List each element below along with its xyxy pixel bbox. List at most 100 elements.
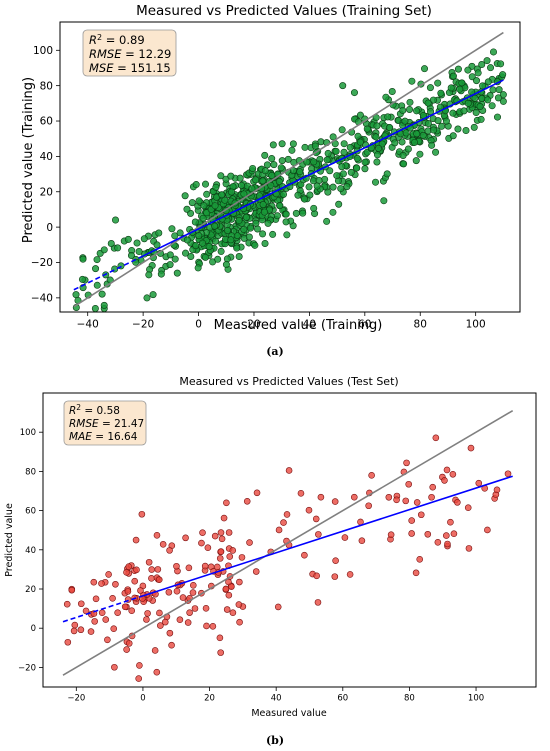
scatter-point — [212, 183, 220, 191]
scatter-point — [280, 519, 287, 526]
scatter-point — [157, 622, 164, 629]
scatter-point — [497, 60, 505, 68]
scatter-point — [321, 175, 329, 183]
scatter-point — [240, 190, 248, 198]
scatter-point — [493, 113, 501, 121]
scatter-point — [124, 235, 132, 243]
scatter-point — [64, 638, 72, 646]
scatter-point — [447, 84, 455, 92]
scatter-point — [161, 618, 169, 626]
scatter-point — [323, 217, 331, 225]
scatter-point — [329, 183, 337, 191]
scatter-point — [341, 534, 349, 541]
fit-line — [142, 475, 513, 597]
scatter-point — [173, 562, 180, 570]
scatter-point — [454, 125, 462, 133]
scatter-point — [200, 202, 208, 210]
scatter-point — [218, 191, 226, 199]
scatter-point — [63, 600, 71, 608]
scatter-point — [454, 499, 461, 506]
scatter-point — [338, 163, 346, 171]
scatter-point — [125, 640, 133, 647]
scatter-point — [185, 564, 193, 572]
scatter-point — [203, 622, 210, 630]
scatter-point — [447, 518, 454, 526]
scatter-point — [350, 89, 358, 97]
scatter-point — [198, 539, 205, 547]
scatter-point — [104, 636, 111, 644]
svg-text:MAE = 16.64: MAE = 16.64 — [69, 431, 138, 443]
scatter-point — [253, 225, 261, 233]
scatter-point — [406, 105, 414, 113]
scatter-point — [464, 504, 472, 511]
scatter-point — [233, 244, 241, 252]
scatter-point — [337, 185, 345, 193]
scatter-point — [411, 138, 419, 146]
scatter-point — [372, 178, 380, 186]
scatter-point — [487, 64, 495, 72]
scatter-point — [268, 155, 276, 163]
scatter-point — [356, 138, 364, 146]
scatter-point — [474, 69, 482, 77]
stats-box: R2 = 0.89 RMSE = 12.29 MSE = 151.15 — [82, 29, 177, 77]
scatter-point — [191, 218, 199, 226]
scatter-point — [382, 93, 390, 101]
scatter-point — [248, 185, 256, 193]
scatter-point — [416, 556, 424, 563]
svg-text:MSE = 151.15: MSE = 151.15 — [89, 61, 171, 75]
scatter-point — [413, 499, 421, 506]
y-tick-label: 80 — [25, 467, 36, 477]
scatter-point — [223, 499, 230, 507]
scatter-point — [346, 571, 354, 578]
scatter-point — [221, 196, 229, 204]
scatter-point — [326, 167, 334, 175]
scatter-point — [128, 607, 136, 615]
scatter-point — [412, 157, 420, 165]
scatter-point — [132, 536, 140, 544]
scatter-point — [201, 253, 209, 261]
scatter-point — [353, 164, 361, 172]
scatter-point — [138, 510, 146, 518]
scatter-point — [402, 497, 410, 505]
scatter-point — [189, 589, 197, 596]
scatter-point — [489, 48, 497, 56]
svg-text:R2 = 0.58: R2 = 0.58 — [69, 403, 120, 418]
scatter-point — [261, 151, 269, 159]
scatter-point — [332, 557, 339, 564]
scatter-point — [429, 96, 437, 104]
scatter-point — [331, 573, 339, 580]
stat-mae-label: MAE — [69, 431, 92, 443]
scatter-point — [504, 470, 512, 478]
scatter-point — [259, 230, 267, 238]
scatter-point — [186, 609, 193, 616]
scatter-point — [393, 496, 400, 504]
scatter-point — [228, 188, 236, 196]
y-tick-label: −20 — [31, 257, 53, 269]
chart-title: Measured vs Predicted Values (Training S… — [136, 3, 432, 19]
scatter-point — [449, 470, 457, 478]
scatter-point — [424, 120, 432, 128]
y-tick-label: 60 — [40, 116, 53, 128]
y-tick-label: 20 — [40, 186, 53, 198]
scatter-point — [168, 641, 175, 649]
scatter-point — [292, 209, 300, 217]
scatter-point — [391, 139, 399, 147]
scatter-point — [340, 148, 348, 156]
scatter-point — [339, 82, 347, 90]
x-tick-label: 100 — [468, 694, 484, 704]
fit-line-dashed — [62, 595, 144, 623]
scatter-point — [432, 434, 440, 442]
scatter-point — [273, 212, 281, 220]
scatter-point — [112, 580, 119, 588]
scatter-point — [493, 486, 501, 494]
scatter-point — [182, 534, 189, 542]
scatter-point — [70, 627, 78, 635]
panel-caption: (b) — [266, 734, 284, 747]
scatter-point — [143, 616, 150, 623]
scatter-point — [189, 581, 197, 589]
scatter-point — [283, 511, 291, 518]
scatter-point — [270, 161, 278, 169]
scatter-point — [484, 78, 492, 86]
scatter-point — [168, 225, 176, 233]
scatter-point — [98, 609, 106, 616]
